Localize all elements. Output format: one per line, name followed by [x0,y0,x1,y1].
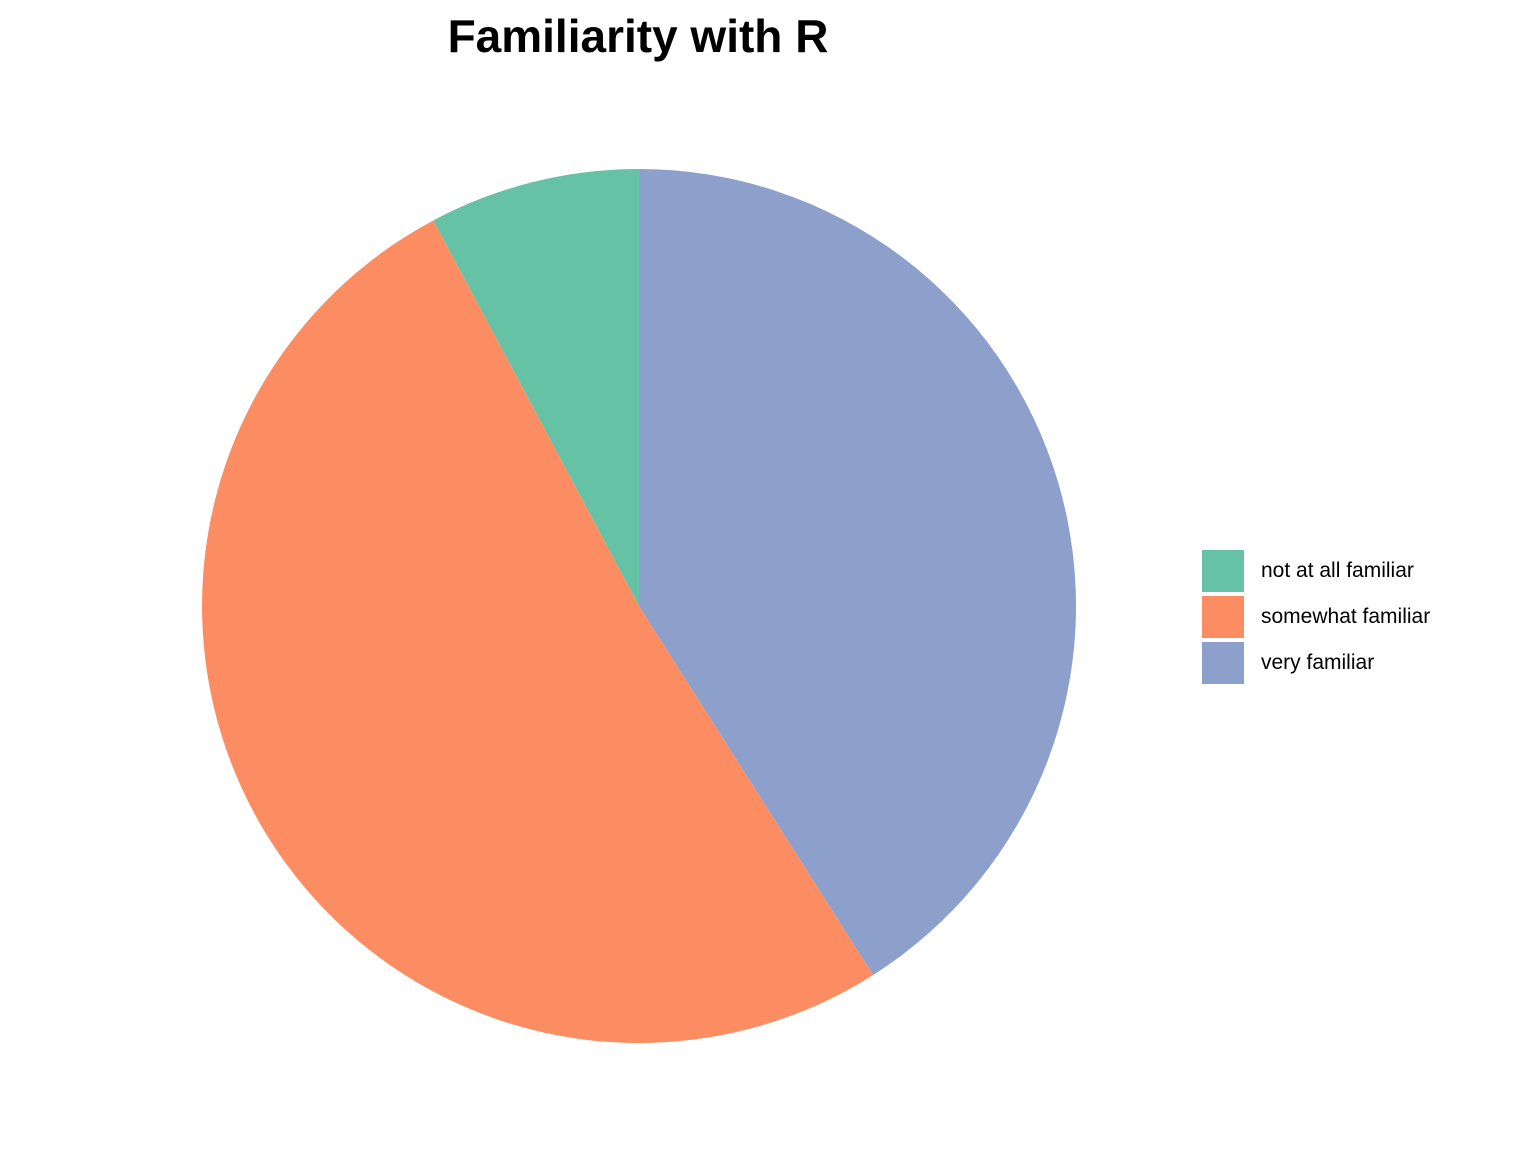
legend-label: somewhat familiar [1261,605,1431,628]
legend-item: not at all familiar [1202,548,1430,594]
pie-slice-not-at-all-familiar [433,169,639,606]
legend-label: not at all familiar [1261,559,1414,582]
legend-item: very familiar [1202,640,1430,686]
legend-item: somewhat familiar [1202,594,1430,640]
pie-slice-somewhat-familiar [202,220,874,1043]
legend-key [1202,596,1244,638]
legend-label: very familiar [1261,651,1375,674]
chart-title: Familiarity with R [447,10,829,62]
legend-key [1202,642,1244,684]
legend-key [1202,550,1244,592]
pie-slice-very-familiar [639,169,1077,975]
legend: not at all familiar somewhat familiar very… [1202,548,1430,686]
